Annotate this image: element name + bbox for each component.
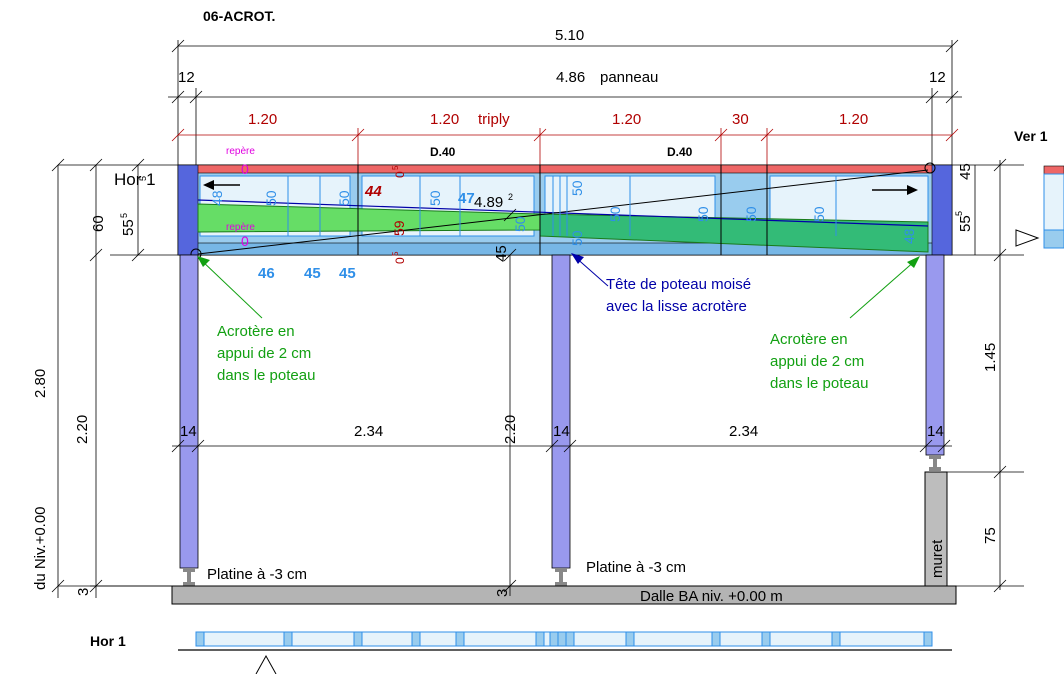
marker-44: 44 [364, 183, 382, 200]
right-dim-145: 1.45 [982, 343, 999, 372]
mid-dim-three: 3 [494, 589, 511, 597]
span-right: 2.34 [729, 423, 758, 440]
post-middle [551, 254, 571, 569]
right-dim-45: 45 [957, 163, 974, 180]
marker-zero-top: 0 [241, 161, 249, 177]
mid-dim-220: 2.20 [502, 415, 519, 444]
marker-left-48: 48 [209, 190, 225, 206]
marker-50-c: 50 [427, 190, 443, 206]
left-note-line3: dans le poteau [217, 367, 315, 384]
d40-right: D.40 [667, 145, 693, 159]
below-45-a: 45 [304, 265, 321, 282]
marker-05-bottom: 0 [393, 257, 407, 264]
dim-height-5-small: 5 [138, 176, 148, 181]
side-view-label: Ver 1 [1014, 128, 1048, 144]
marker-50-h: 50 [695, 206, 711, 222]
right-dim-55-sup: 5 [954, 211, 964, 216]
dim-seg-2: 1.20 [430, 111, 459, 128]
diagonal-length-sup: 2 [508, 192, 513, 202]
marker-right-48: 48 [901, 228, 917, 244]
platine-left: Platine à -3 cm [207, 566, 307, 583]
marker-50-f: 50 [569, 230, 585, 246]
span-dimensions: 14 2.34 14 2.34 14 [171, 423, 952, 453]
marker-50-e: 50 [569, 180, 585, 196]
bottom-strip: Hor 1 [90, 631, 952, 674]
marker-50-b: 50 [336, 190, 352, 206]
dim-seg-1: 1.20 [248, 111, 277, 128]
dim-left-edge: 12 [178, 69, 195, 86]
repere-bottom: repère [226, 222, 255, 233]
posts [179, 254, 945, 586]
dim-height-55-sup: 5 [119, 213, 129, 218]
post-left [179, 254, 199, 569]
slab-label: Dalle BA niv. +0.00 m [640, 588, 783, 605]
marker-47: 47 [458, 190, 475, 207]
arrow-left-head [203, 180, 214, 190]
left-note-line1: Acrotère en [217, 323, 295, 340]
beam-right-end [931, 164, 953, 256]
mid-dim-45: 45 [493, 245, 510, 262]
dim-three-left: 3 [75, 588, 92, 596]
slab [171, 585, 957, 605]
right-dimensions: 45 55 5 1.45 75 [947, 158, 1024, 593]
span-post-right: 14 [927, 423, 944, 440]
marker-05-top-sup: 5 [391, 165, 400, 170]
diagonal-length: 4.89 [474, 194, 503, 211]
dim-seg-5: 1.20 [839, 111, 868, 128]
dim-seg-4: 30 [732, 111, 749, 128]
marker-50-j: 50 [811, 206, 827, 222]
beam-left-end [177, 164, 199, 256]
bottom-strip-label: Hor 1 [90, 633, 126, 649]
repere-top: repère [226, 146, 255, 157]
dim-overall: 5.10 [555, 27, 584, 44]
marker-zero-bottom: 0 [241, 233, 249, 249]
right-dim-75: 75 [982, 527, 999, 544]
right-note-line3: dans le poteau [770, 375, 868, 392]
dim-niv: du Niv.+0.00 [32, 506, 49, 590]
marker-50-g: 50 [607, 206, 623, 222]
span-left: 2.34 [354, 423, 383, 440]
dim-panel-word: panneau [600, 69, 658, 86]
marker-50-a: 50 [263, 190, 279, 206]
marker-50-d: 50 [512, 216, 528, 232]
mid-note-line2: avec la lisse acrotère [606, 298, 747, 315]
right-note-line1: Acrotère en [770, 331, 848, 348]
dim-height-60: 60 [90, 215, 107, 232]
marker-05-top: 0 [393, 171, 407, 178]
platine-mid: Platine à -3 cm [586, 559, 686, 576]
hor1-marker: Hor 1 [114, 170, 156, 189]
marker-50-i: 50 [743, 206, 759, 222]
arrow-right-head [907, 185, 918, 195]
below-46: 46 [258, 265, 275, 282]
left-note-line2: appui de 2 cm [217, 345, 311, 362]
mid-note-line1: Tête de poteau moisé [606, 276, 751, 293]
beam-cap [177, 164, 953, 174]
acroterion-beam: repère repère 0 0 D.40 D.40 4.89 2 44 47… [177, 145, 953, 282]
left-dimensions: 60 55 5 5 2.80 2.20 du Niv.+0.00 3 [32, 158, 178, 598]
span-post-left: 14 [180, 423, 197, 440]
dim-seg-3: 1.20 [612, 111, 641, 128]
dim-seg-2-word: triply [478, 111, 510, 128]
dim-height-55: 55 [120, 219, 137, 236]
muret-label: muret [929, 539, 946, 578]
dim-height-220: 2.20 [74, 415, 91, 444]
span-post-mid: 14 [553, 423, 570, 440]
dim-height-280: 2.80 [32, 369, 49, 398]
dim-panel: 4.86 [556, 69, 585, 86]
d40-left: D.40 [430, 145, 456, 159]
drawing-title: 06-ACROT. [203, 8, 275, 24]
right-note-line2: appui de 2 cm [770, 353, 864, 370]
marker-59: 59 [391, 220, 407, 236]
side-view: Ver 1 [1014, 128, 1064, 249]
annotations: Acrotère en appui de 2 cm dans le poteau… [197, 253, 920, 392]
mid-dimensions: 45 2.20 3 [493, 208, 519, 597]
marker-05-bottom-sup: 5 [391, 251, 400, 256]
top-dimensions: 5.10 12 12 4.86 panneau 1.20 1.20 triply… [168, 27, 962, 168]
below-45-b: 45 [339, 265, 356, 282]
dim-right-edge: 12 [929, 69, 946, 86]
right-dim-55: 55 [957, 215, 974, 232]
